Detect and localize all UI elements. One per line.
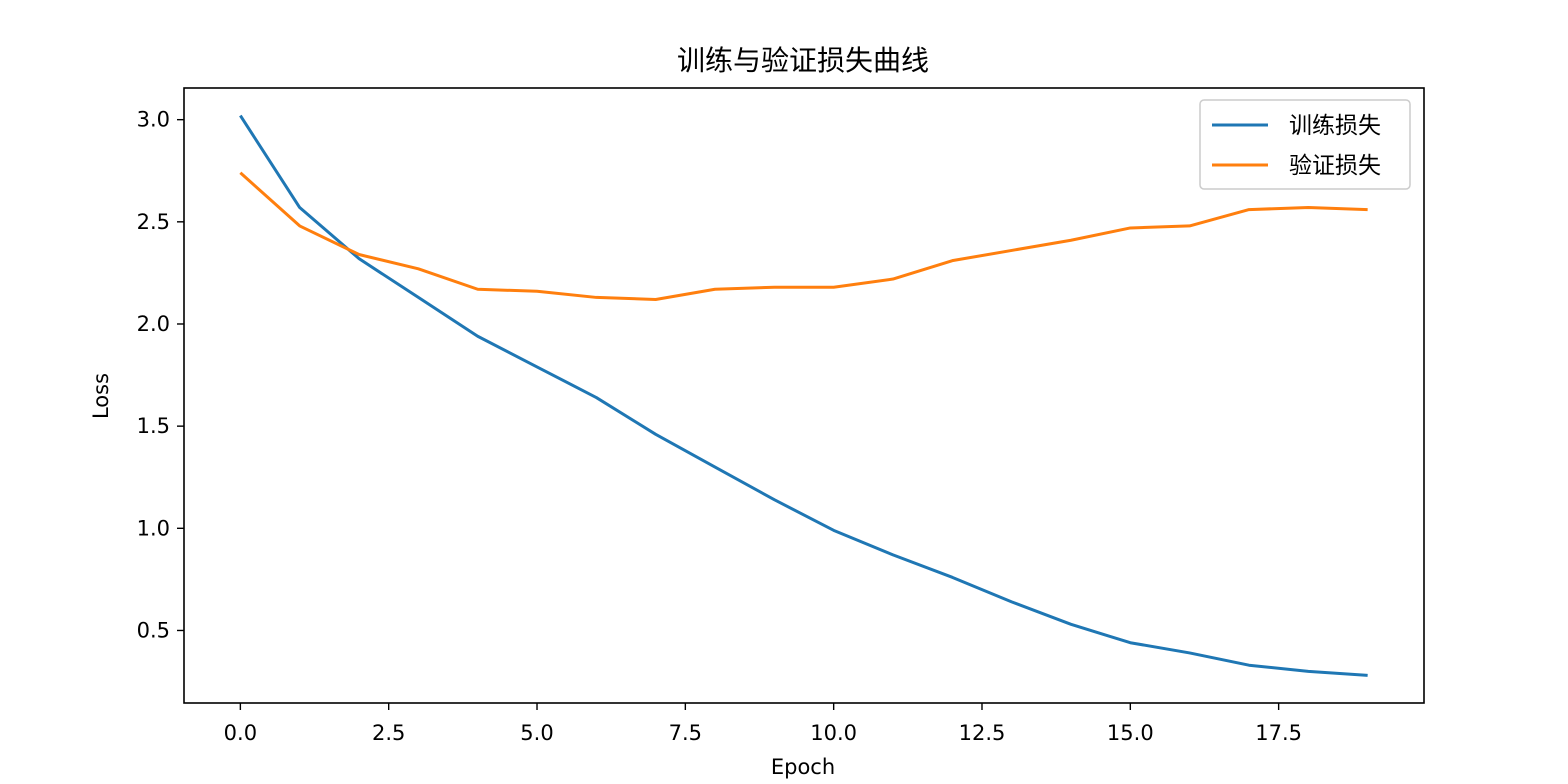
legend-box xyxy=(1199,99,1411,190)
x-tick-label: 0.0 xyxy=(224,721,257,745)
legend: 训练损失 验证损失 xyxy=(1199,99,1411,190)
x-tick-label: 10.0 xyxy=(810,721,857,745)
chart-title: 训练与验证损失曲线 xyxy=(677,44,929,77)
x-tick-label: 5.0 xyxy=(520,721,553,745)
y-tick-label: 1.0 xyxy=(137,516,170,540)
y-axis-ticks: 0.5 1.0 1.5 2.0 2.5 3.0 xyxy=(137,108,184,642)
x-axis-label: Epoch xyxy=(771,755,835,779)
y-tick-label: 3.0 xyxy=(137,108,170,132)
x-tick-label: 2.5 xyxy=(372,721,405,745)
x-tick-label: 7.5 xyxy=(669,721,702,745)
plot-frame xyxy=(183,87,1425,704)
series-line-0 xyxy=(239,114,1368,677)
plot-lines xyxy=(239,114,1368,677)
legend-label-val: 验证损失 xyxy=(1289,153,1381,179)
x-axis-ticks: 0.0 2.5 5.0 7.5 10.0 12.5 15.0 17.5 xyxy=(224,703,1302,745)
y-axis-label: Loss xyxy=(89,373,113,419)
y-tick-label: 2.0 xyxy=(137,312,170,336)
x-tick-label: 17.5 xyxy=(1255,721,1302,745)
series-line-1 xyxy=(239,171,1368,301)
y-tick-label: 1.5 xyxy=(137,414,170,438)
y-tick-label: 2.5 xyxy=(137,210,170,234)
x-tick-label: 12.5 xyxy=(959,721,1006,745)
x-tick-label: 15.0 xyxy=(1107,721,1154,745)
legend-label-train: 训练损失 xyxy=(1289,113,1381,139)
y-tick-label: 0.5 xyxy=(137,618,170,642)
